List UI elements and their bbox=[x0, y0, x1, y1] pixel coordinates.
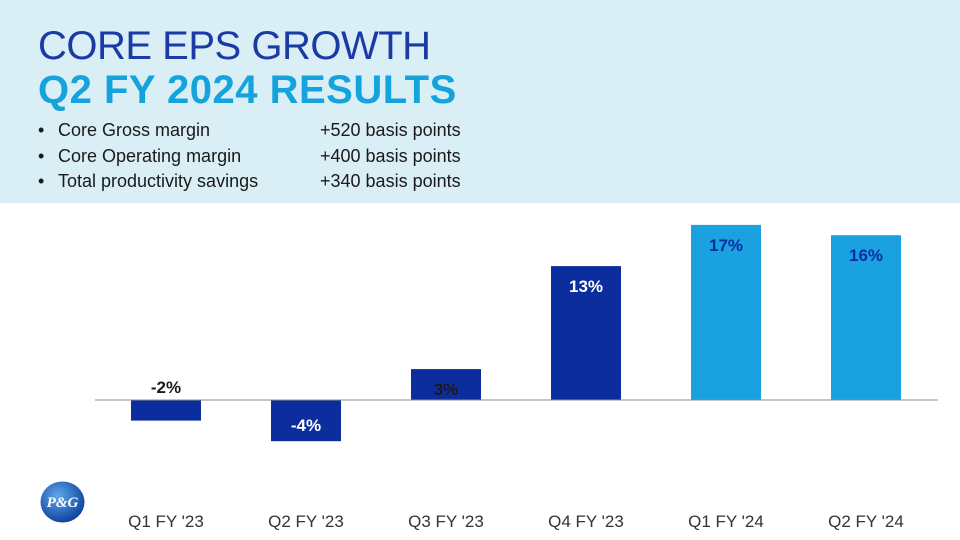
page-title: CORE EPS GROWTH bbox=[38, 24, 431, 68]
data-label: 17% bbox=[709, 236, 743, 255]
bar bbox=[271, 400, 341, 442]
highlights-list: • Core Gross margin +520 basis points • … bbox=[38, 118, 558, 195]
logo-text: P&G bbox=[47, 495, 79, 511]
data-label: -2% bbox=[151, 378, 181, 397]
data-label: -4% bbox=[291, 416, 321, 435]
bullet-dot: • bbox=[38, 171, 45, 191]
x-tick-label: Q2 FY '24 bbox=[828, 512, 904, 531]
highlight-label: Total productivity savings bbox=[58, 171, 259, 191]
pg-logo: P&G bbox=[40, 481, 85, 523]
x-tick-label: Q2 FY '23 bbox=[268, 512, 344, 531]
x-tick-label: Q1 FY '23 bbox=[128, 512, 204, 531]
highlight-value: +340 basis points bbox=[320, 171, 461, 191]
header-banner: CORE EPS GROWTH Q2 FY 2024 RESULTS • Cor… bbox=[0, 0, 960, 203]
highlight-label: Core Operating margin bbox=[58, 145, 242, 166]
x-tick-label: Q1 FY '24 bbox=[688, 512, 764, 531]
highlight-value: +520 basis points bbox=[320, 120, 461, 140]
bar bbox=[411, 369, 481, 400]
bar bbox=[131, 400, 201, 421]
highlight-item: • Total productivity savings +340 basis … bbox=[38, 169, 558, 195]
x-tick-label: Q4 FY '23 bbox=[548, 512, 624, 531]
bar bbox=[831, 235, 901, 400]
highlight-label: Core Gross margin bbox=[58, 120, 211, 140]
bar bbox=[691, 224, 761, 400]
data-label: 13% bbox=[569, 277, 603, 296]
x-tick-label: Q3 FY '23 bbox=[408, 512, 484, 531]
bullet-dot: • bbox=[38, 120, 45, 140]
highlight-value: +400 basis points bbox=[320, 145, 461, 166]
bar bbox=[551, 266, 621, 400]
highlight-item: • Core Gross margin +520 basis points bbox=[38, 118, 558, 144]
highlight-item: • Core Operating margin +400 basis point… bbox=[38, 144, 558, 170]
data-label: 16% bbox=[849, 246, 883, 265]
data-label: 3% bbox=[434, 380, 459, 399]
page-subtitle: Q2 FY 2024 RESULTS bbox=[38, 68, 457, 112]
bullet-dot: • bbox=[38, 145, 45, 166]
